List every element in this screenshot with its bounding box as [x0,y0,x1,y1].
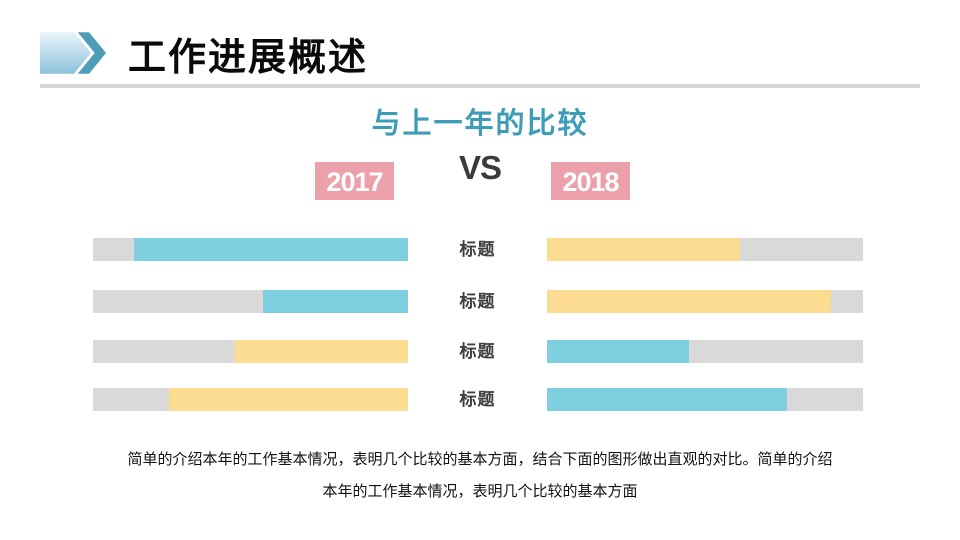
bar-fill-2017-row3 [234,340,408,363]
vs-label: VS [458,149,502,186]
arrow-chevron-icon [40,32,106,74]
description-line-2: 本年的工作基本情况，表明几个比较的基本方面 [322,483,638,500]
bar-fill-2017-row2 [263,290,408,313]
bar-track-2018-row2 [547,290,863,313]
row-label-4: 标题 [459,390,496,409]
comparison-row-3: 标题 [0,340,960,363]
comparison-row-4: 标题 [0,388,960,411]
bar-track-2018-row1 [547,238,863,261]
bar-fill-2018-row1 [547,238,740,261]
bar-track-2017-row4 [93,388,408,411]
comparison-row-1: 标题 [0,238,960,261]
bar-fill-2018-row3 [547,340,690,363]
bar-fill-2017-row1 [133,238,408,261]
row-label-1: 标题 [459,240,496,259]
row-label-3: 标题 [459,342,496,361]
bar-track-2017-row1 [93,238,408,261]
bar-fill-2018-row4 [547,388,788,411]
header-divider [40,84,920,88]
bar-track-2018-row4 [547,388,863,411]
bar-track-2018-row3 [547,340,863,363]
year-badge-2017: 2017 [315,162,394,200]
comparison-subtitle: 与上一年的比较 [371,108,589,140]
bar-track-2017-row2 [93,290,408,313]
comparison-row-2: 标题 [0,290,960,313]
bar-track-2017-row3 [93,340,408,363]
bar-fill-2018-row2 [547,290,832,313]
row-label-2: 标题 [459,292,496,311]
description-text: 简单的介绍本年的工作基本情况，表明几个比较的基本方面，结合下面的图形做出直观的对… [0,444,960,508]
description-line-1: 简单的介绍本年的工作基本情况，表明几个比较的基本方面，结合下面的图形做出直观的对… [127,451,833,468]
year-badge-2018: 2018 [551,162,630,200]
bar-fill-2017-row4 [168,388,408,411]
page-title: 工作进展概述 [128,37,369,79]
